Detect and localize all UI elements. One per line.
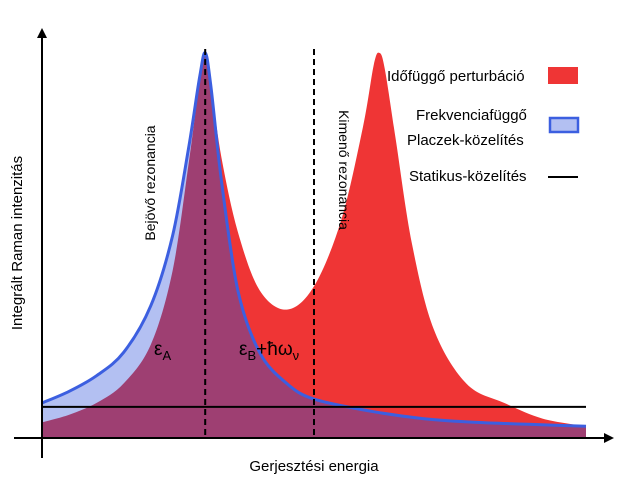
epsilon-b-label: εB+ħων — [239, 339, 299, 363]
legend-swatch-placzek — [548, 116, 580, 134]
epsilon-a-label: εA — [154, 339, 171, 363]
incoming-resonance-label: Bejövő rezonancia — [142, 125, 158, 240]
legend: Időfüggő perturbáció Frekvenciafüggő Pla… — [387, 67, 580, 185]
area-layer — [41, 49, 587, 439]
legend-label-placzek-line2: Placzek-közelítés — [407, 132, 524, 149]
outgoing-resonance-label: Kimenő rezonancia — [336, 110, 352, 230]
legend-swatch-perturbation — [548, 67, 578, 84]
legend-label-static: Statikus-közelítés — [409, 168, 527, 185]
x-axis-label: Gerjesztési energia — [249, 458, 379, 475]
series-placzek-line — [41, 51, 587, 428]
y-axis-label: Integrált Raman intenzitás — [9, 156, 26, 330]
legend-label-perturbation: Időfüggő perturbáció — [387, 68, 525, 85]
overlap-area — [42, 52, 586, 438]
legend-label-placzek-line1: Frekvenciafüggő — [416, 107, 527, 124]
